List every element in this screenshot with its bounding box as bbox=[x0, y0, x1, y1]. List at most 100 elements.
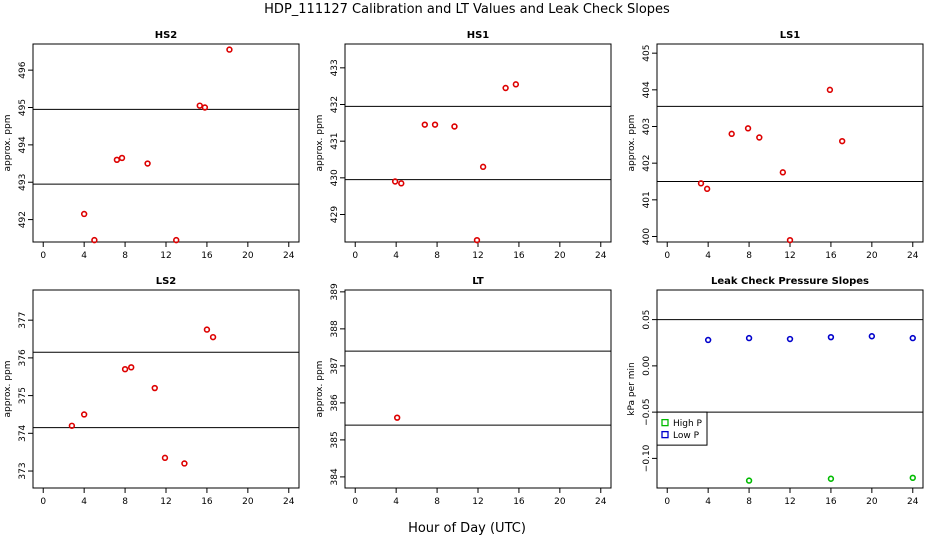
x-tick-label: 24 bbox=[595, 497, 607, 507]
x-tick-label: 12 bbox=[472, 251, 483, 261]
x-tick-label: 8 bbox=[746, 251, 752, 261]
x-tick-label: 16 bbox=[825, 251, 837, 261]
plot-frame bbox=[344, 289, 612, 489]
x-tick-label: 12 bbox=[160, 497, 171, 507]
x-tick-label: 0 bbox=[664, 251, 670, 261]
data-point bbox=[728, 130, 735, 138]
plot-frame bbox=[656, 43, 924, 243]
data-point bbox=[512, 81, 520, 88]
data-point bbox=[745, 334, 753, 342]
panel-title: HS2 bbox=[155, 30, 178, 41]
y-tick-label: 495 bbox=[18, 99, 28, 116]
data-point bbox=[203, 326, 211, 333]
legend-label: High P bbox=[673, 419, 703, 429]
legend-box bbox=[656, 411, 708, 446]
data-point bbox=[151, 384, 158, 392]
y-tick-label: 376 bbox=[18, 349, 28, 366]
data-point bbox=[704, 336, 712, 344]
panel-title: Leak Check Pressure Slopes bbox=[711, 276, 869, 287]
data-point bbox=[391, 178, 399, 185]
y-tick-label: 389 bbox=[330, 283, 340, 300]
x-tick-label: 0 bbox=[352, 251, 358, 261]
x-tick-label: 24 bbox=[907, 251, 919, 261]
x-tick-label: 20 bbox=[554, 251, 566, 261]
data-point bbox=[173, 236, 180, 244]
data-point bbox=[196, 102, 203, 109]
y-tick-label: 430 bbox=[330, 169, 340, 186]
y-tick-label: 405 bbox=[642, 45, 652, 62]
y-tick-label: 403 bbox=[642, 118, 652, 135]
y-axis-label: approx. ppm bbox=[315, 361, 325, 418]
data-point bbox=[144, 160, 151, 167]
y-tick-label: 494 bbox=[18, 136, 28, 153]
y-tick-label: 0.05 bbox=[642, 310, 652, 330]
x-tick-label: 0 bbox=[664, 497, 670, 507]
x-tick-label: 4 bbox=[393, 251, 399, 261]
x-tick-label: 8 bbox=[746, 497, 752, 507]
panel-2: HS1 0 4 8 12 16 20 24 429 430 431 432 433 approx. ppm bbox=[315, 30, 612, 261]
data-point bbox=[451, 123, 458, 130]
data-point bbox=[473, 236, 481, 244]
x-tick-label: 0 bbox=[40, 497, 46, 507]
data-point bbox=[826, 86, 834, 94]
x-tick-label: 12 bbox=[784, 497, 795, 507]
data-point bbox=[838, 137, 846, 145]
y-tick-label: 385 bbox=[330, 431, 340, 448]
x-tick-label: 12 bbox=[160, 251, 171, 261]
y-axis-label: kPa per min bbox=[627, 362, 637, 415]
x-tick-label: 8 bbox=[434, 251, 440, 261]
panel-title: LT bbox=[472, 276, 484, 287]
y-tick-label: 401 bbox=[642, 191, 652, 208]
panel-title: LS1 bbox=[780, 30, 801, 41]
panels: HS2 0 4 8 12 16 20 24 492 493 494 495 496 approx. ppm… bbox=[3, 30, 924, 507]
y-tick-label: 384 bbox=[330, 468, 340, 485]
y-tick-label: 373 bbox=[18, 462, 28, 479]
x-tick-label: 24 bbox=[283, 497, 295, 507]
y-tick-label: 377 bbox=[18, 312, 28, 329]
data-point bbox=[226, 46, 233, 53]
data-point bbox=[827, 475, 835, 482]
y-tick-label: 431 bbox=[330, 133, 340, 150]
data-point bbox=[91, 236, 98, 244]
x-tick-label: 12 bbox=[784, 251, 795, 261]
x-tick-label: 16 bbox=[513, 251, 525, 261]
data-point bbox=[786, 236, 794, 244]
y-tick-label: 496 bbox=[18, 61, 28, 78]
y-tick-label: 400 bbox=[642, 228, 652, 245]
data-point bbox=[868, 333, 876, 340]
x-tick-label: 4 bbox=[393, 497, 399, 507]
x-tick-label: 16 bbox=[201, 497, 213, 507]
legend-swatch bbox=[661, 430, 669, 439]
y-tick-label: 387 bbox=[330, 357, 340, 374]
x-tick-label: 8 bbox=[122, 251, 128, 261]
y-tick-label: 404 bbox=[642, 81, 652, 98]
plot-frame bbox=[32, 43, 300, 243]
data-point bbox=[161, 454, 169, 462]
data-point bbox=[128, 364, 135, 371]
y-axis-label: approx. ppm bbox=[3, 361, 13, 418]
y-axis-label: approx. ppm bbox=[627, 115, 637, 172]
y-tick-label: 493 bbox=[18, 174, 28, 191]
x-axis-label: Hour of Day (UTC) bbox=[408, 521, 526, 536]
panel-title: LS2 bbox=[156, 276, 177, 287]
x-tick-label: 4 bbox=[81, 497, 87, 507]
data-point bbox=[431, 121, 439, 128]
y-tick-label: 374 bbox=[18, 424, 28, 441]
x-tick-label: 20 bbox=[242, 251, 254, 261]
y-tick-label: 432 bbox=[330, 96, 340, 113]
x-tick-label: 12 bbox=[472, 497, 483, 507]
figure-title: HDP_111127 Calibration and LT Values and… bbox=[264, 2, 670, 17]
y-tick-label: 433 bbox=[330, 59, 340, 76]
data-point bbox=[421, 121, 428, 128]
legend-swatch bbox=[661, 418, 669, 427]
y-tick-label: 429 bbox=[330, 206, 340, 223]
plot-frame bbox=[344, 43, 612, 243]
x-tick-label: 0 bbox=[352, 497, 358, 507]
x-tick-label: 0 bbox=[40, 251, 46, 261]
data-point bbox=[786, 335, 794, 343]
data-point bbox=[779, 169, 787, 176]
data-point bbox=[181, 460, 188, 467]
x-tick-label: 4 bbox=[705, 251, 711, 261]
y-tick-label: 402 bbox=[642, 155, 652, 172]
x-tick-label: 8 bbox=[434, 497, 440, 507]
